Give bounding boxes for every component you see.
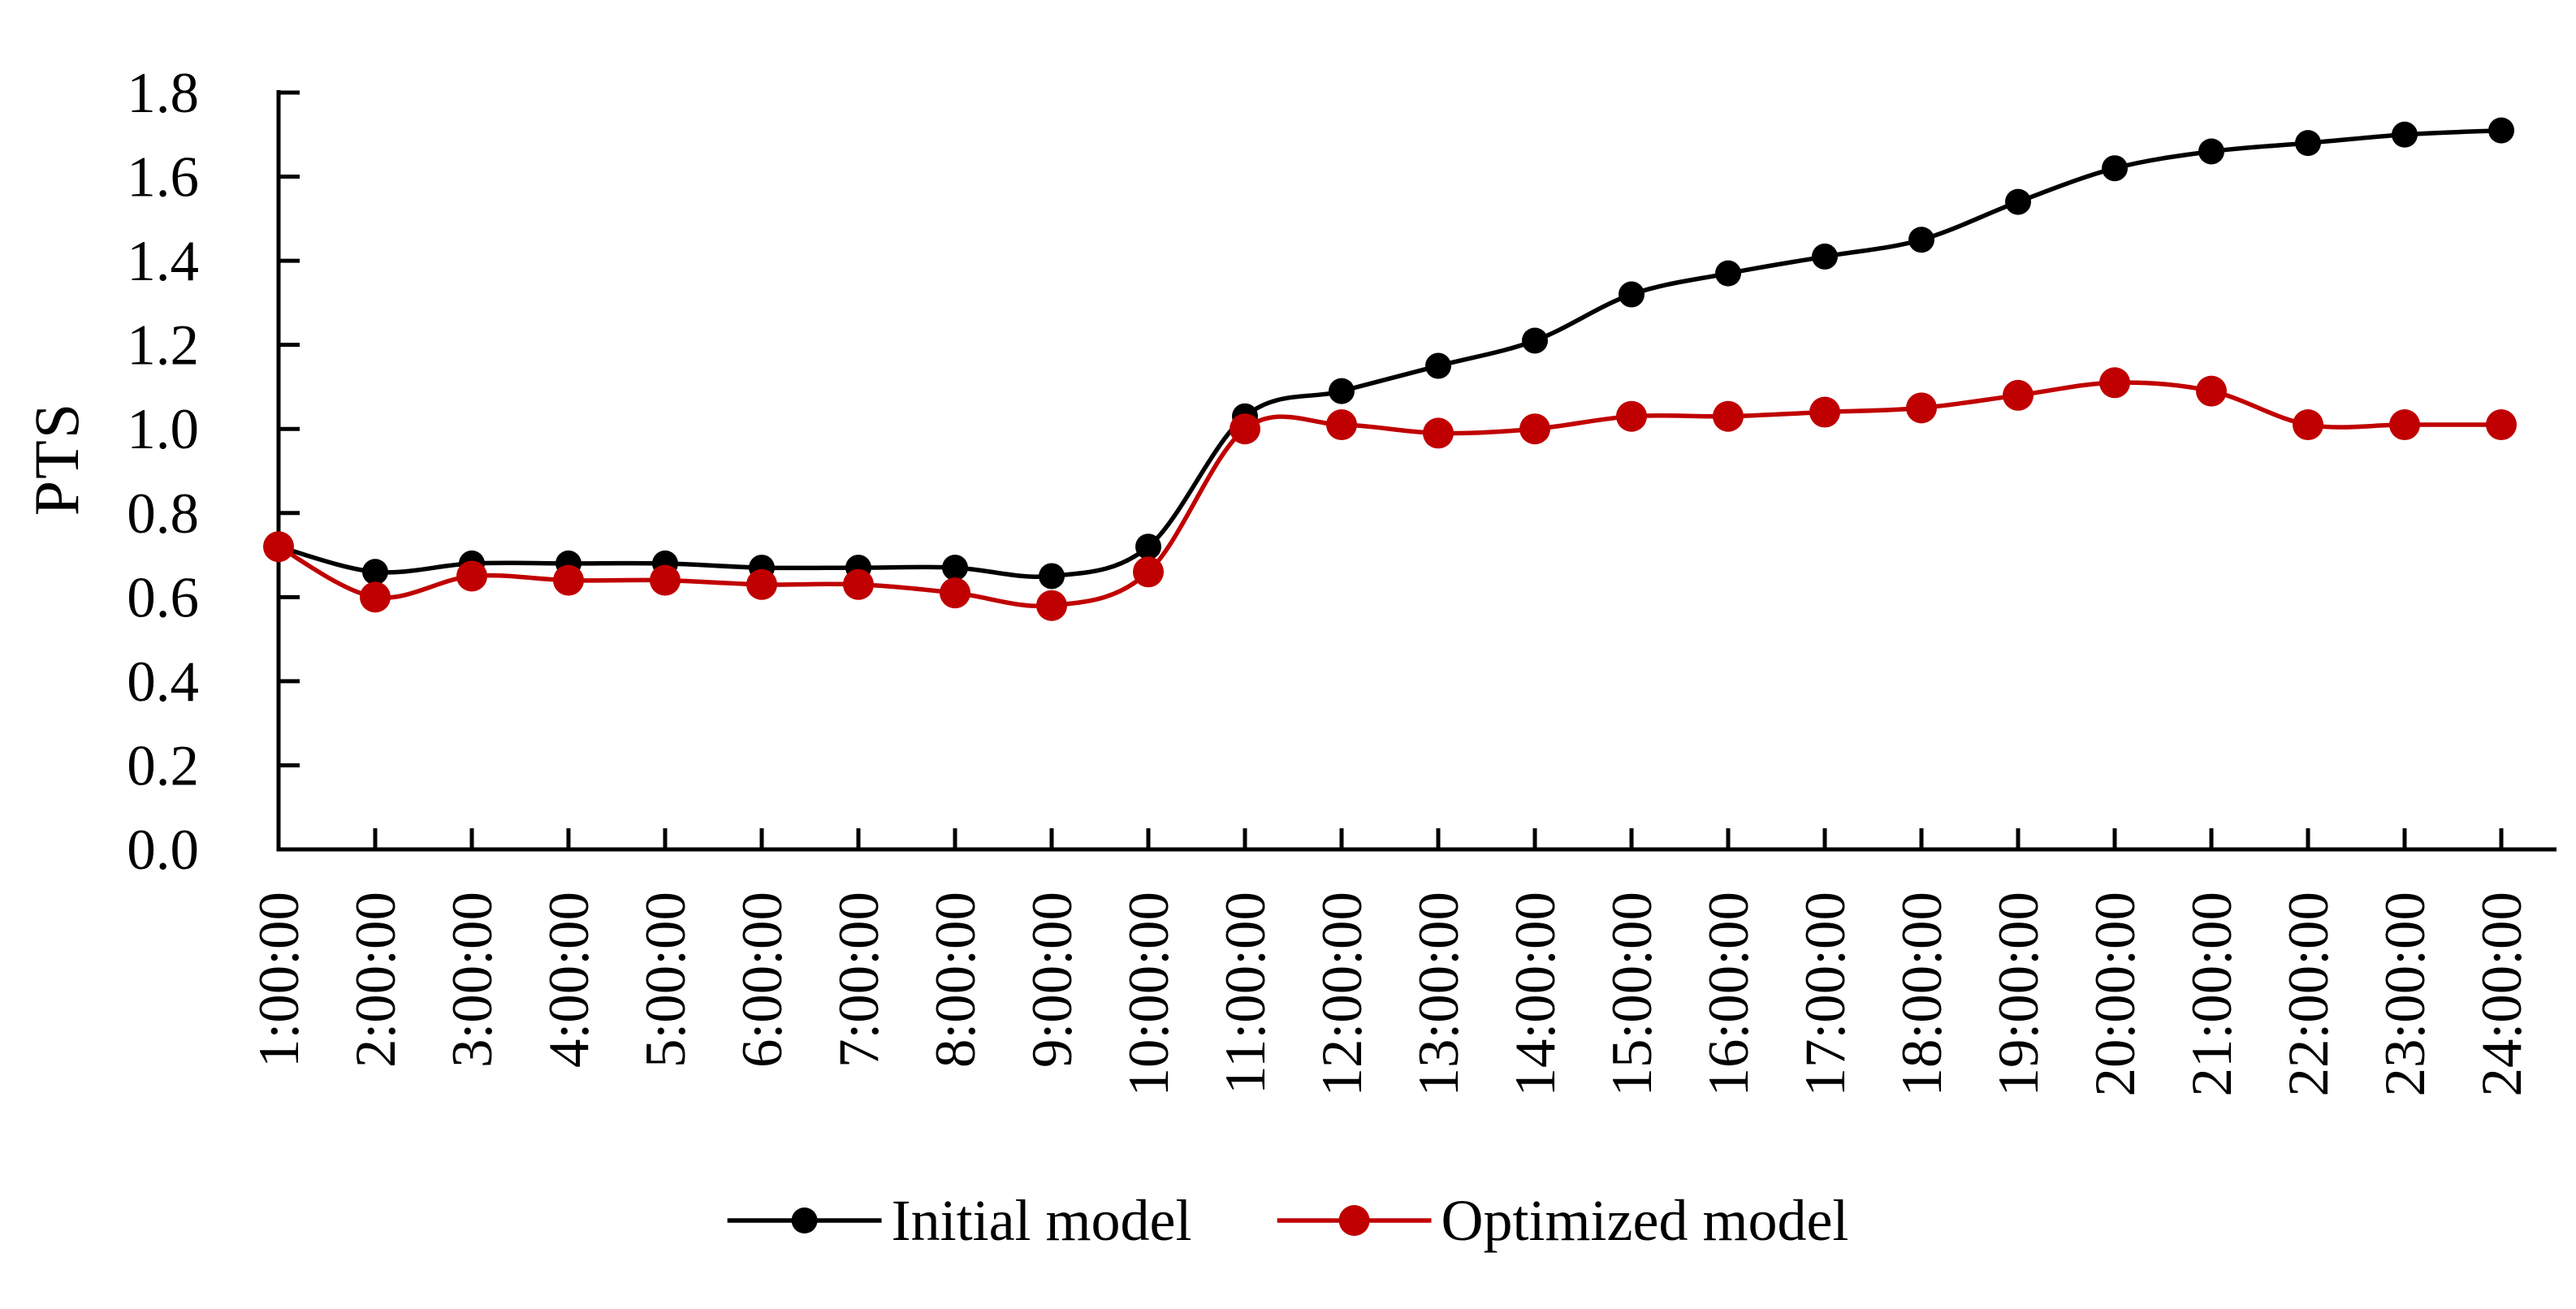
- data-point-marker-optimized-model: [1906, 392, 1937, 424]
- legend: Initial model Optimized model: [727, 1176, 1849, 1265]
- data-point-marker-optimized-model: [1036, 590, 1067, 621]
- legend-item-initial-model: Initial model: [727, 1176, 1192, 1265]
- data-point-marker-initial-model: [1715, 260, 1741, 287]
- x-axis-tick-label: 17:00:00: [1794, 892, 1857, 1096]
- y-axis-tick-label: 0.4: [127, 650, 199, 714]
- x-axis-tick-label: 14:00:00: [1504, 892, 1567, 1096]
- x-axis-tick-label: 24:00:00: [2470, 892, 2534, 1096]
- y-axis-tick-label: 0.0: [127, 819, 199, 882]
- data-point-marker-optimized-model: [1616, 400, 1647, 432]
- x-axis-tick-label: 18:00:00: [1891, 892, 1954, 1096]
- x-axis-tick-label: 9:00:00: [1021, 892, 1084, 1068]
- x-axis-tick-label: 1:00:00: [248, 892, 311, 1068]
- x-axis-tick-label: 11:00:00: [1214, 892, 1277, 1095]
- data-point-marker-initial-model: [2005, 188, 2031, 215]
- data-point-marker-optimized-model: [1519, 413, 1550, 445]
- data-point-marker-optimized-model: [456, 560, 487, 592]
- data-point-marker-initial-model: [1522, 327, 1548, 354]
- x-axis-tick-label: 16:00:00: [1697, 892, 1761, 1096]
- data-point-marker-optimized-model: [2003, 379, 2034, 411]
- data-point-marker-optimized-model: [553, 564, 584, 596]
- legend-item-optimized-model: Optimized model: [1277, 1176, 1849, 1265]
- data-point-marker-optimized-model: [1423, 417, 1454, 449]
- data-point-marker-initial-model: [2295, 130, 2321, 157]
- data-point-marker-initial-model: [1039, 563, 1065, 590]
- data-point-marker-initial-model: [1329, 378, 1355, 404]
- x-axis-tick-label: 23:00:00: [2374, 892, 2437, 1096]
- legend-marker-initial-model-icon: [727, 1207, 882, 1233]
- x-axis-tick-label: 22:00:00: [2277, 892, 2340, 1096]
- y-axis-tick-label: 1.2: [127, 314, 199, 378]
- data-point-marker-initial-model: [1812, 243, 1838, 270]
- series-line-initial-model: [276, 127, 2504, 580]
- x-axis-tick-label: 3:00:00: [441, 892, 504, 1068]
- data-point-marker-optimized-model: [360, 581, 391, 613]
- data-point-marker-optimized-model: [746, 568, 777, 600]
- data-point-marker-initial-model: [2488, 117, 2514, 144]
- data-point-marker-optimized-model: [650, 564, 681, 596]
- data-point-marker-optimized-model: [1133, 556, 1164, 588]
- x-axis-tick-label: 6:00:00: [731, 892, 794, 1068]
- data-point-marker-optimized-model: [2389, 409, 2420, 441]
- y-axis-tick-label: 1.8: [127, 62, 199, 125]
- x-axis-tick-label: 4:00:00: [538, 892, 601, 1068]
- data-point-marker-initial-model: [362, 559, 388, 585]
- y-axis-tick-label: 0.6: [127, 566, 199, 629]
- x-axis-tick-label: 19:00:00: [1987, 892, 2051, 1096]
- data-point-marker-optimized-model: [2293, 409, 2323, 441]
- data-point-marker-optimized-model: [263, 531, 294, 563]
- x-axis-tick-label: 21:00:00: [2181, 892, 2244, 1096]
- y-axis-tick-label: 1.6: [127, 146, 199, 210]
- data-point-marker-optimized-model: [1230, 413, 1260, 445]
- legend-label-initial-model: Initial model: [891, 1188, 1192, 1253]
- legend-marker-optimized-model-icon: [1277, 1205, 1432, 1236]
- y-axis-title: PTS: [21, 401, 92, 516]
- x-axis-tick-label: 13:00:00: [1407, 892, 1471, 1096]
- data-point-marker-initial-model: [1425, 352, 1451, 379]
- data-point-marker-optimized-model: [1713, 400, 1744, 432]
- x-axis-tick-label: 20:00:00: [2084, 892, 2147, 1096]
- y-axis-tick-label: 0.8: [127, 482, 199, 546]
- data-point-marker-initial-model: [2198, 138, 2224, 165]
- data-point-marker-initial-model: [2102, 155, 2128, 182]
- y-axis-tick-label: 1.0: [127, 398, 199, 461]
- x-axis-tick-label: 7:00:00: [828, 892, 891, 1068]
- data-point-marker-initial-model: [1908, 227, 1934, 253]
- data-point-marker-optimized-model: [2099, 367, 2130, 399]
- y-axis-tick-label: 0.2: [127, 734, 199, 797]
- legend-label-optimized-model: Optimized model: [1441, 1188, 1849, 1253]
- x-axis-tick-label: 5:00:00: [634, 892, 698, 1068]
- data-point-marker-initial-model: [1135, 534, 1161, 560]
- data-point-marker-optimized-model: [2486, 409, 2517, 441]
- data-point-marker-optimized-model: [843, 568, 874, 600]
- x-axis-tick-label: 12:00:00: [1311, 892, 1374, 1096]
- series-line-optimized-model: [276, 380, 2504, 609]
- data-point-marker-initial-model: [1619, 281, 1645, 308]
- x-axis-tick-label: 8:00:00: [924, 892, 988, 1068]
- y-axis-tick-label: 1.4: [127, 230, 199, 293]
- data-point-marker-optimized-model: [2196, 375, 2227, 407]
- data-point-marker-optimized-model: [1809, 396, 1840, 428]
- x-axis-tick-label: 2:00:00: [344, 892, 408, 1068]
- x-axis-tick-label: 15:00:00: [1601, 892, 1664, 1096]
- data-point-marker-optimized-model: [1326, 409, 1357, 441]
- x-axis-tick-label: 10:00:00: [1117, 892, 1181, 1096]
- data-point-marker-initial-model: [2392, 121, 2418, 148]
- data-point-marker-optimized-model: [940, 577, 970, 609]
- data-point-marker-initial-model: [942, 555, 968, 581]
